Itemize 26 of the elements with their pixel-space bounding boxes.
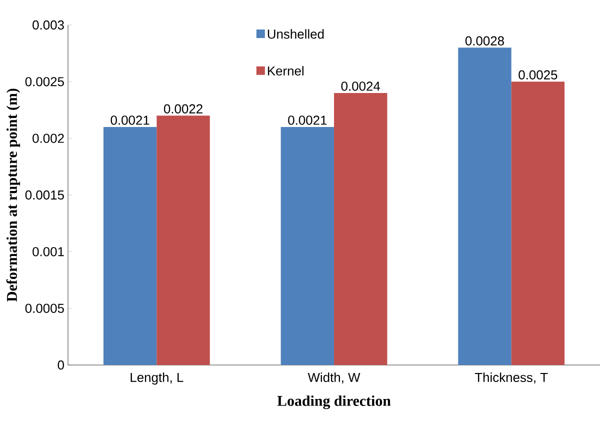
x-tick-label: Width, W	[308, 372, 360, 384]
legend-label: Kernel	[268, 66, 304, 76]
y-tick-label: 0.002	[32, 134, 64, 143]
y-tick-label: 0.003	[32, 20, 64, 30]
y-axis-title: Deformation at rupture point (m)	[6, 88, 20, 302]
data-label: 0.0021	[288, 116, 327, 125]
x-tick-label: Thickness, T	[474, 372, 548, 384]
y-tick-label: 0.0025	[25, 77, 64, 86]
data-label: 0.0025	[518, 70, 558, 80]
x-tick-label: Length, L	[130, 372, 184, 385]
bar	[511, 82, 565, 365]
bar	[156, 116, 210, 365]
bar	[103, 127, 157, 365]
data-label: 0.0021	[110, 116, 150, 125]
bar	[458, 48, 512, 365]
y-tick-label: 0.001	[32, 247, 64, 256]
y-tick-label: 0	[58, 360, 64, 370]
data-label: 0.0028	[465, 36, 504, 46]
bar	[280, 127, 334, 365]
legend-label: Unshelled	[268, 29, 324, 39]
x-axis-title: Loading direction	[277, 395, 391, 410]
y-tick-label: 0.0005	[25, 304, 64, 313]
bar	[334, 93, 388, 365]
data-label: 0.0024	[341, 82, 380, 91]
y-tick-label: 0.0015	[25, 190, 64, 200]
data-label: 0.0022	[164, 104, 202, 114]
